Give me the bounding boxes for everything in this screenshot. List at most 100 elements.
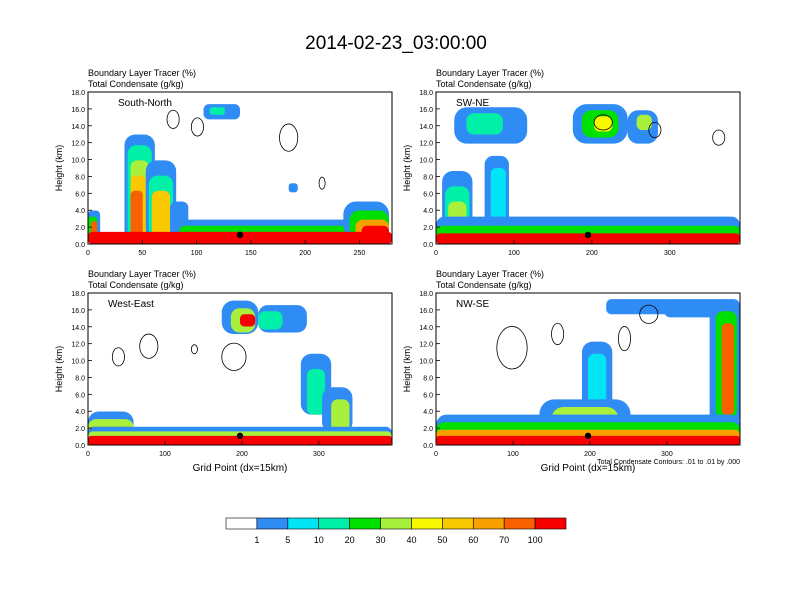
plot-frame [87, 91, 393, 245]
x-tick-label: 150 [245, 250, 257, 257]
y-tick-label: 14.0 [71, 124, 85, 131]
tracer-shading [466, 113, 503, 135]
colorbar-swatch [442, 517, 474, 530]
panel-label: NW-SE [456, 299, 489, 310]
colorbar-swatch [318, 517, 350, 530]
y-axis-label: Height (km) [402, 346, 412, 393]
condensate-contour [639, 304, 659, 324]
y-tick-label: 8.0 [75, 174, 85, 181]
condensate-contour [648, 122, 662, 139]
x-tick-label: 250 [354, 250, 366, 257]
y-axis-label: Height (km) [402, 145, 412, 192]
colorbar-swatch [256, 517, 289, 530]
y-tick-label: 6.0 [75, 191, 85, 198]
condensate-contour [221, 342, 247, 371]
tracer-shading [209, 107, 225, 115]
x-tick-label: 0 [434, 451, 438, 458]
y-tick-label: 0.0 [423, 242, 433, 249]
colorbar-label: 40 [406, 535, 416, 545]
tracer-shading [151, 190, 171, 237]
colorbar-swatch [472, 517, 505, 530]
tracer-field [88, 293, 392, 445]
y-tick-label: 16.0 [71, 308, 85, 315]
panel-label: West-East [108, 299, 154, 310]
y-tick-label: 4.0 [423, 409, 433, 416]
condensate-contour [496, 326, 528, 370]
tracer-shading [594, 116, 613, 132]
y-tick-label: 4.0 [75, 208, 85, 215]
plot-frame [435, 91, 741, 245]
colorbar-swatch [380, 517, 412, 530]
panel-3: Boundary Layer Tracer (%)Total Condensat… [54, 269, 393, 474]
y-axis-label: Height (km) [54, 346, 64, 393]
y-tick-label: 6.0 [75, 392, 85, 399]
y-tick-label: 8.0 [423, 375, 433, 382]
panel-4: Boundary Layer Tracer (%)Total Condensat… [402, 269, 741, 474]
colorbar-label: 10 [314, 535, 324, 545]
header-line-2: Total Condensate (g/kg) [88, 280, 184, 290]
colorbar-swatch [287, 517, 320, 530]
colorbar-label: 100 [528, 535, 543, 545]
x-tick-label: 100 [507, 451, 519, 458]
y-tick-label: 10.0 [419, 158, 433, 165]
colorbar-label: 1 [254, 535, 259, 545]
condensate-contour [166, 109, 180, 129]
header-line-1: Boundary Layer Tracer (%) [88, 269, 196, 279]
panel-label: South-North [118, 98, 172, 109]
y-tick-label: 8.0 [75, 375, 85, 382]
y-tick-label: 4.0 [75, 409, 85, 416]
x-tick-label: 50 [138, 250, 146, 257]
y-tick-label: 2.0 [75, 426, 85, 433]
panel-2: Boundary Layer Tracer (%)Total Condensat… [402, 68, 741, 257]
tracer-shading [606, 299, 674, 315]
tracer-shading [288, 183, 298, 193]
x-tick-label: 200 [299, 250, 311, 257]
y-tick-label: 8.0 [423, 174, 433, 181]
y-tick-label: 12.0 [419, 342, 433, 349]
colorbar-swatch [534, 517, 567, 530]
y-tick-label: 14.0 [71, 325, 85, 332]
tracer-shading [130, 190, 143, 240]
x-tick-label: 300 [664, 250, 676, 257]
y-tick-label: 2.0 [423, 225, 433, 232]
y-tick-label: 18.0 [419, 90, 433, 97]
y-tick-label: 12.0 [419, 141, 433, 148]
location-marker [236, 231, 244, 239]
y-tick-label: 12.0 [71, 342, 85, 349]
tracer-shading [436, 435, 740, 445]
x-tick-label: 0 [86, 451, 90, 458]
colorbar-label: 30 [376, 535, 386, 545]
condensate-contour [617, 326, 631, 352]
colorbar-label: 70 [499, 535, 509, 545]
colorbar-label: 5 [285, 535, 290, 545]
x-tick-label: 200 [586, 250, 598, 257]
y-tick-label: 10.0 [71, 158, 85, 165]
x-tick-label: 300 [313, 451, 325, 458]
condensate-contour [190, 117, 204, 137]
y-tick-label: 0.0 [423, 443, 433, 450]
header-line-2: Total Condensate (g/kg) [436, 280, 532, 290]
y-tick-label: 2.0 [423, 426, 433, 433]
y-tick-label: 6.0 [423, 191, 433, 198]
x-axis-label: Grid Point (dx=15km) [541, 463, 636, 474]
location-marker [584, 231, 592, 239]
x-tick-label: 300 [661, 451, 673, 458]
tracer-shading [636, 114, 652, 130]
tracer-shading [88, 435, 392, 445]
plot-frame [435, 292, 741, 446]
x-tick-label: 0 [434, 250, 438, 257]
tracer-shading [240, 314, 256, 327]
y-tick-label: 0.0 [75, 242, 85, 249]
header-line-1: Boundary Layer Tracer (%) [88, 68, 196, 78]
x-tick-label: 100 [159, 451, 171, 458]
y-tick-label: 18.0 [419, 291, 433, 298]
colorbar-swatch [411, 517, 443, 530]
colorbar-swatch [225, 517, 258, 530]
x-tick-label: 100 [508, 250, 520, 257]
colorbar-swatch [349, 517, 381, 530]
header-line-2: Total Condensate (g/kg) [88, 79, 184, 89]
tracer-field [436, 92, 740, 244]
y-tick-label: 14.0 [419, 325, 433, 332]
y-tick-label: 6.0 [423, 392, 433, 399]
